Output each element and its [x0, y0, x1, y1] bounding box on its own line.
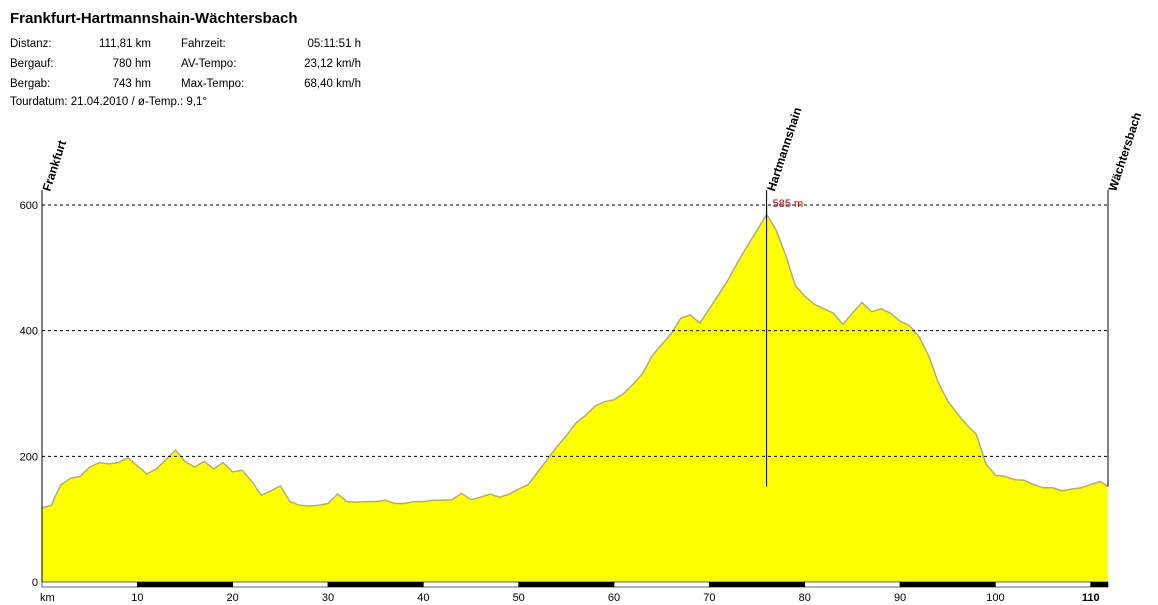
distanz-label: Distanz: [10, 38, 52, 50]
y-tick-200: 200 [20, 451, 38, 463]
x-tick-60: 60 [608, 592, 620, 604]
x-axis-segment [518, 581, 615, 588]
bergauf-label: Bergauf: [10, 58, 54, 70]
x-axis-segment [613, 581, 710, 588]
bergauf-value: 780 hm [112, 58, 151, 70]
avtempo-value: 23,12 km/h [304, 58, 361, 70]
x-axis-segment [41, 581, 138, 588]
bergab-label: Bergab: [10, 78, 51, 90]
elevation-area [42, 214, 1108, 582]
x-tick-20: 20 [227, 592, 239, 604]
x-axis-segment [899, 581, 996, 588]
elevation-outline [41, 212, 1109, 509]
x-tick-10: 10 [131, 592, 143, 604]
y-tick-600: 600 [20, 200, 38, 212]
x-axis-label: km [40, 592, 55, 604]
x-tick-40: 40 [417, 592, 429, 604]
y-tick-400: 400 [20, 326, 38, 338]
fahrzeit-label: Fahrzeit: [181, 38, 226, 50]
y-tick-0: 0 [32, 577, 38, 589]
waypoint-label-frankfurt: Frankfurt [40, 139, 70, 193]
x-axis-segment [137, 581, 233, 588]
tourdatum: Tourdatum: 21.04.2010 / ø-Temp.: 9,1° [10, 96, 208, 108]
x-tick-50: 50 [513, 592, 525, 604]
x-axis-segment [232, 581, 329, 588]
waypoint-label-hartmannshain: Hartmannshain [764, 106, 804, 193]
x-tick-70: 70 [703, 592, 715, 604]
x-tick-30: 30 [322, 592, 334, 604]
distanz-value: 111,81 km [99, 38, 151, 50]
x-axis-segment [995, 581, 1092, 588]
x-tick-110: 110 [1082, 592, 1100, 604]
x-axis-segment [804, 581, 901, 588]
x-axis-segment [709, 581, 806, 588]
chart-title: Frankfurt-Hartmannshain-Wächtersbach [10, 10, 298, 27]
waypoint-label-w-chtersbach: Wächtersbach [1106, 111, 1145, 193]
x-tick-80: 80 [799, 592, 811, 604]
x-axis-segment [1090, 581, 1109, 588]
maxtempo-label: Max-Tempo: [181, 78, 245, 90]
bergab-value: 743 hm [112, 78, 151, 90]
x-axis-segment [327, 581, 424, 588]
x-tick-100: 100 [986, 592, 1004, 604]
peak-label: 585 m [773, 198, 804, 210]
x-tick-90: 90 [894, 592, 906, 604]
x-axis-segment [423, 581, 520, 588]
fahrzeit-value: 05:11:51 h [307, 38, 361, 50]
maxtempo-value: 68,40 km/h [304, 78, 361, 90]
avtempo-label: AV-Tempo: [181, 58, 237, 70]
